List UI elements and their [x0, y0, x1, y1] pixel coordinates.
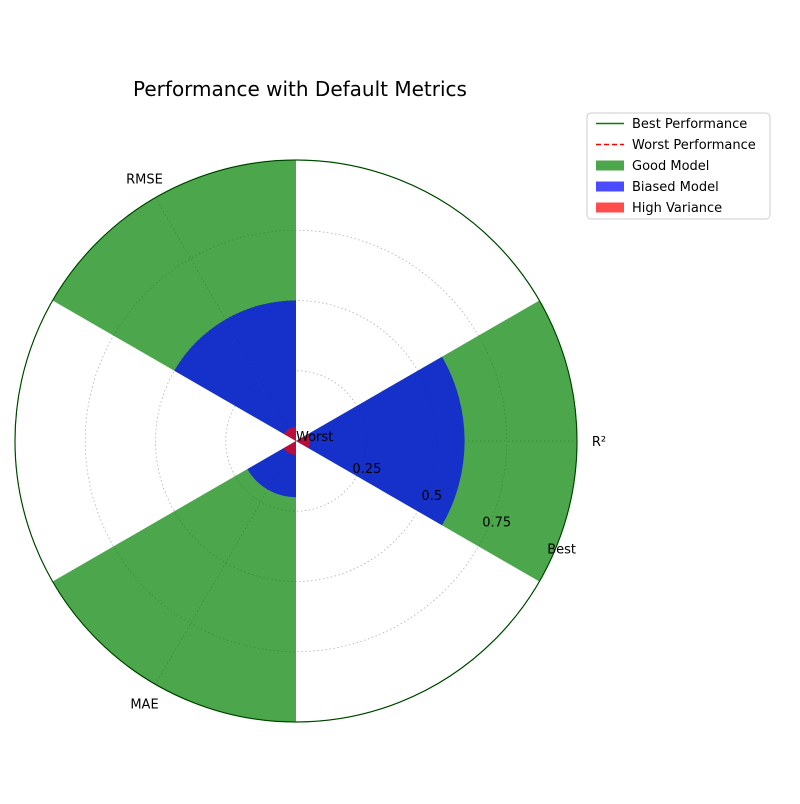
legend-label-0: Best Performance — [632, 117, 747, 132]
axis-label-0: R² — [592, 435, 606, 450]
legend-label-4: High Variance — [632, 201, 722, 216]
center-label: Worst — [296, 430, 333, 445]
series-1 — [174, 300, 465, 526]
legend-item-0: Best Performance — [596, 117, 747, 132]
bar-2-0 — [296, 433, 311, 449]
legend-swatch-3 — [596, 181, 624, 192]
outer-label: Best — [547, 543, 576, 558]
bar-1-0 — [296, 356, 465, 526]
legend-label-2: Good Model — [632, 159, 709, 174]
bar-0-2 — [52, 441, 297, 722]
bar-1-2 — [247, 441, 297, 498]
legend-item-2: Good Model — [596, 159, 709, 174]
polar-frame — [14, 159, 578, 723]
reference-lines — [14, 159, 578, 723]
radial-tick-label-0: 0.25 — [352, 462, 381, 477]
radial-tick-label-2: 0.75 — [482, 516, 511, 531]
legend-item-4: High Variance — [596, 201, 722, 216]
legend-label-1: Worst Performance — [632, 138, 756, 153]
bar-2-2 — [283, 441, 297, 456]
series-2 — [283, 426, 311, 456]
legend-item-1: Worst Performance — [596, 138, 756, 153]
axis-label-2: MAE — [130, 697, 158, 712]
legend-box — [586, 112, 771, 220]
chart-title: Performance with Default Metrics — [133, 77, 467, 101]
radial-tick-label-1: 0.5 — [421, 489, 442, 504]
bar-2-1 — [283, 426, 297, 441]
legend-item-3: Biased Model — [596, 180, 719, 195]
axis-label-1: RMSE — [126, 173, 163, 188]
bars — [52, 159, 577, 722]
legend-swatch-4 — [596, 202, 624, 213]
legend-swatch-2 — [596, 160, 624, 171]
axis-labels: R² RMSE MAE 0.25 0.5 0.75 Worst Best — [126, 173, 606, 713]
legend-label-3: Biased Model — [632, 180, 719, 195]
legend: Best Performance Worst Performance Good Mo… — [586, 112, 771, 220]
bar-1-1 — [174, 300, 297, 441]
